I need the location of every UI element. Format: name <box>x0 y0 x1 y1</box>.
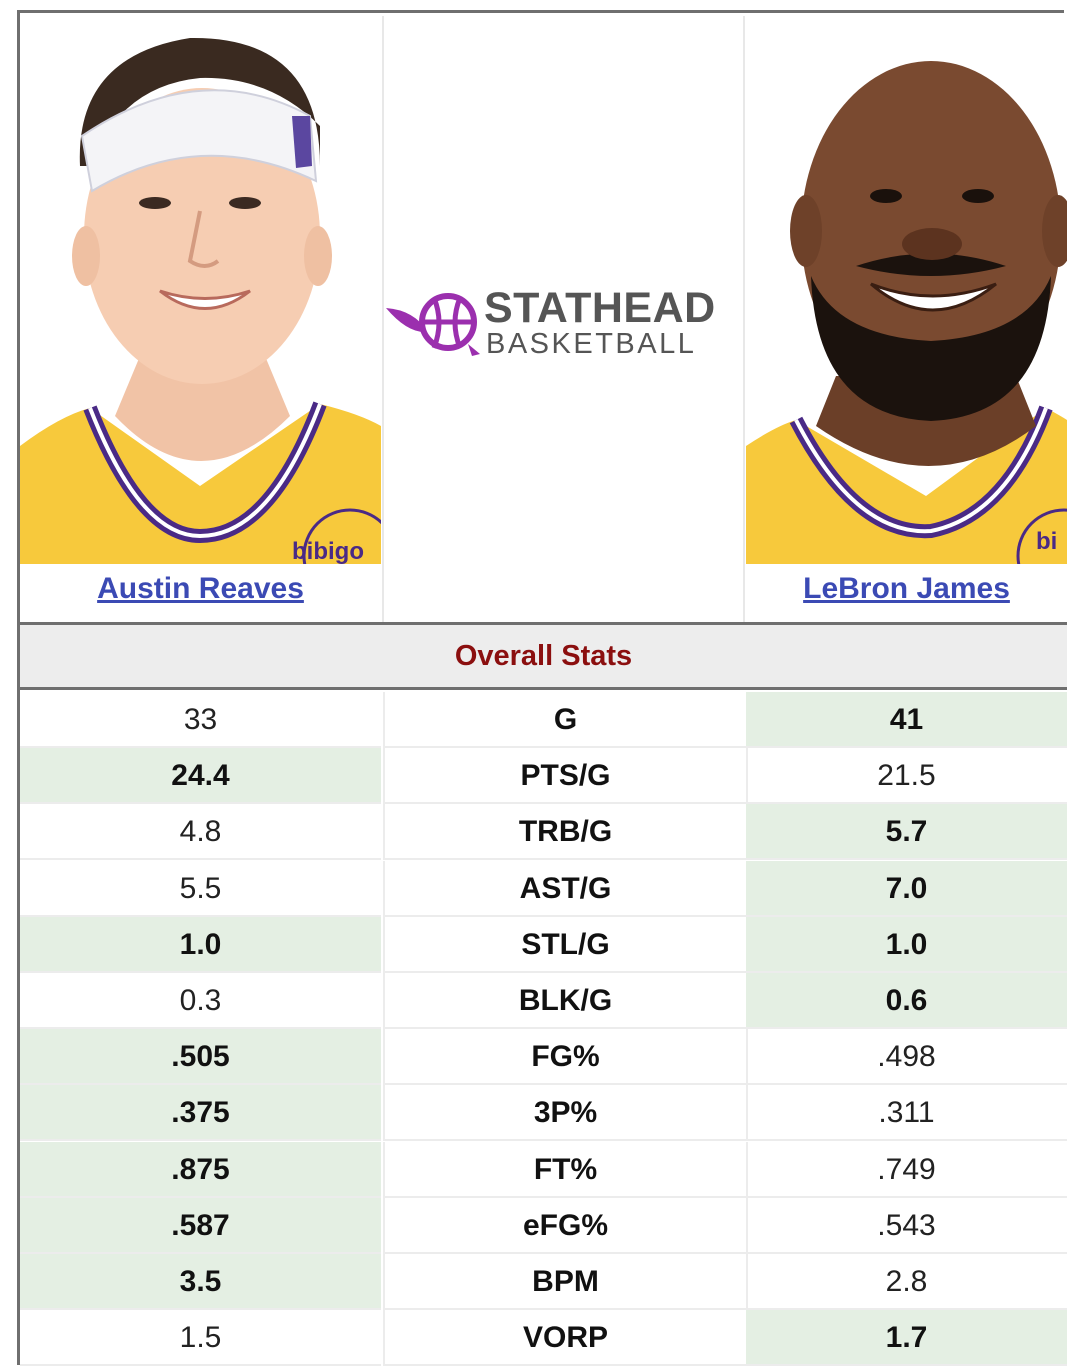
stat-value-right: 41 <box>746 692 1067 748</box>
stat-label: BPM <box>383 1253 748 1310</box>
stat-value-right: 2.8 <box>746 1254 1067 1310</box>
section-title: Overall Stats <box>454 640 633 672</box>
stat-row: 3.5 BPM 2.8 <box>20 1253 1067 1310</box>
stat-row: 33 G 41 <box>20 692 1067 748</box>
stat-value-right: 5.7 <box>746 804 1067 861</box>
stat-label: eFG% <box>383 1197 748 1254</box>
stat-row: 5.5 AST/G 7.0 <box>20 860 1067 917</box>
stat-row: 1.5 VORP 1.7 <box>20 1310 1067 1366</box>
stat-row: 0.3 BLK/G 0.6 <box>20 972 1067 1029</box>
basketball-logo-icon <box>386 293 480 356</box>
logo-word-stathead: STATHEAD <box>484 284 716 332</box>
stat-label: AST/G <box>383 860 748 917</box>
stat-row: 1.0 STL/G 1.0 <box>20 916 1067 973</box>
stat-value-left: 1.0 <box>20 916 381 973</box>
stat-value-left: .875 <box>20 1141 381 1198</box>
player-photo-lebron-james: bi <box>746 16 1067 564</box>
stat-row: 24.4 PTS/G 21.5 <box>20 748 1067 805</box>
stat-value-left: .375 <box>20 1085 381 1142</box>
stat-value-right: 7.0 <box>746 860 1067 917</box>
stat-value-left: 4.8 <box>20 804 381 861</box>
stat-label: FG% <box>383 1029 748 1086</box>
comparison-card: bibigo Austin Reaves STATHEAD BASKETBALL <box>17 10 1067 1366</box>
stat-label: BLK/G <box>383 972 748 1029</box>
section-header: Overall Stats <box>20 622 1067 690</box>
player-photo-austin-reaves: bibigo <box>20 16 381 564</box>
stat-value-left: .587 <box>20 1197 381 1254</box>
player-left: bibigo Austin Reaves <box>20 16 381 624</box>
stat-value-right: .498 <box>746 1029 1067 1086</box>
jersey-sponsor-text: bibigo <box>292 538 364 564</box>
stat-label: STL/G <box>383 916 748 973</box>
stat-label: 3P% <box>383 1085 748 1142</box>
stat-label: TRB/G <box>383 804 748 861</box>
stat-value-left: 33 <box>20 692 381 748</box>
stathead-basketball-logo[interactable]: STATHEAD BASKETBALL <box>384 284 743 364</box>
stat-value-left: 5.5 <box>20 861 381 917</box>
stat-value-right: 1.0 <box>746 916 1067 973</box>
logo-word-basketball: BASKETBALL <box>486 328 697 360</box>
player-right: bi LeBron James <box>746 16 1067 624</box>
stat-label: G <box>383 692 748 748</box>
stat-label: PTS/G <box>383 748 748 805</box>
stat-row: .587 eFG% .543 <box>20 1197 1067 1254</box>
stat-value-right: .311 <box>746 1085 1067 1142</box>
stat-value-left: 3.5 <box>20 1253 381 1310</box>
stat-row: 4.8 TRB/G 5.7 <box>20 804 1067 861</box>
stat-value-right: .543 <box>746 1198 1067 1254</box>
stat-label: VORP <box>383 1310 748 1366</box>
stats-table: 33 G 41 24.4 PTS/G 21.5 4.8 TRB/G 5.7 5.5 AST/G 7.0… <box>20 692 1067 1366</box>
stat-value-left: 1.5 <box>20 1310 381 1366</box>
stat-value-right: .749 <box>746 1142 1067 1198</box>
stat-value-right: 0.6 <box>746 972 1067 1029</box>
logo-column: STATHEAD BASKETBALL <box>382 16 745 624</box>
stat-row: .505 FG% .498 <box>20 1029 1067 1086</box>
stat-label: FT% <box>383 1141 748 1198</box>
stat-value-right: 21.5 <box>746 748 1067 805</box>
player-link-austin-reaves[interactable]: Austin Reaves <box>97 572 304 605</box>
player-link-lebron-james[interactable]: LeBron James <box>803 572 1010 605</box>
stat-row: .375 3P% .311 <box>20 1085 1067 1142</box>
stat-value-left: 0.3 <box>20 973 381 1029</box>
jersey-sponsor-text: bi <box>1036 528 1058 555</box>
stat-value-left: 24.4 <box>20 748 381 805</box>
stat-value-right: 1.7 <box>746 1310 1067 1366</box>
stat-value-left: .505 <box>20 1029 381 1086</box>
stat-row: .875 FT% .749 <box>20 1141 1067 1198</box>
